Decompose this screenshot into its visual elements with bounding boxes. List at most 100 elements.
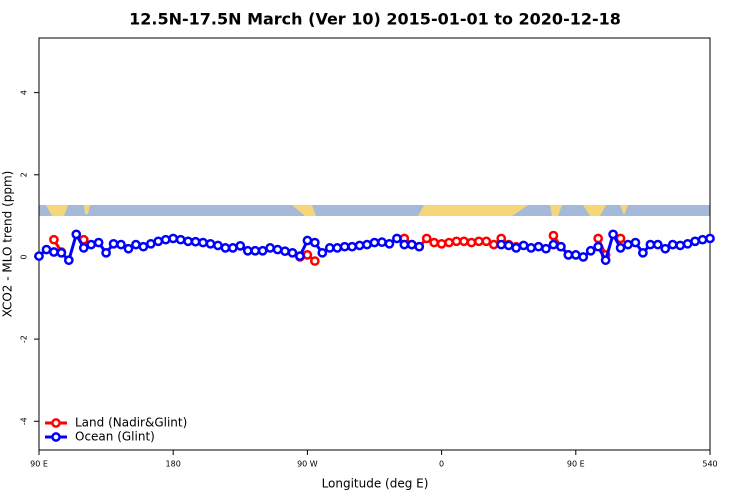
data-point <box>235 240 246 251</box>
data-point <box>630 237 641 248</box>
data-point <box>310 237 320 248</box>
data-point <box>660 243 671 254</box>
data-point <box>265 243 275 253</box>
data-point <box>697 234 708 245</box>
data-point <box>585 245 596 256</box>
legend-marker <box>51 432 61 442</box>
data-point <box>220 243 231 253</box>
data-point <box>56 247 67 258</box>
data-point <box>183 236 193 247</box>
data-point <box>175 234 186 245</box>
land-shapes <box>46 205 628 216</box>
data-point <box>384 238 395 249</box>
data-point <box>339 241 350 252</box>
data-point <box>198 237 208 248</box>
data-point <box>272 244 283 255</box>
data-point <box>399 239 410 250</box>
legend: Land (Nadir&Glint)Ocean (Glint) <box>45 416 187 444</box>
land-shape <box>620 205 628 215</box>
data-point <box>145 238 156 249</box>
data-point <box>675 240 686 251</box>
land-shape <box>46 205 68 216</box>
data-point <box>459 236 469 247</box>
data-point <box>93 237 104 248</box>
data-point <box>302 250 313 260</box>
data-point <box>570 250 581 260</box>
land-shape <box>550 205 562 216</box>
data-point <box>131 239 141 250</box>
data-point <box>526 243 536 253</box>
y-tick-label: -4 <box>20 417 29 425</box>
data-point <box>414 241 425 252</box>
data-point <box>242 245 253 256</box>
data-point <box>63 255 74 266</box>
data-point <box>511 243 522 253</box>
data-point <box>392 233 402 244</box>
data-point <box>347 241 357 252</box>
data-point <box>429 237 439 248</box>
data-point <box>317 247 328 258</box>
data-point <box>608 229 618 240</box>
x-tick-label: 90 E <box>567 460 585 469</box>
ocean-strip <box>39 205 710 216</box>
data-point <box>705 233 715 244</box>
data-point <box>34 251 44 261</box>
data-point <box>287 247 298 258</box>
data-point <box>593 233 604 244</box>
legend-label: Ocean (Glint) <box>75 430 155 444</box>
data-point <box>541 243 551 254</box>
data-point <box>645 239 656 250</box>
data-point <box>101 247 111 258</box>
data-point <box>518 240 529 251</box>
data-point <box>213 240 223 251</box>
data-point <box>690 236 700 247</box>
data-point <box>354 240 365 251</box>
data-point <box>377 237 387 248</box>
data-point <box>295 251 305 261</box>
data-point <box>310 256 320 266</box>
data-point <box>444 237 454 248</box>
data-point <box>160 234 171 245</box>
data-point <box>227 243 238 253</box>
data-point <box>205 238 216 249</box>
land-shape <box>583 205 606 216</box>
data-point <box>474 236 484 247</box>
data-point <box>593 241 604 252</box>
data-point <box>682 238 693 249</box>
data-point <box>533 241 544 252</box>
land-shape <box>418 205 528 216</box>
series <box>34 229 715 266</box>
data-point <box>548 239 559 250</box>
plot-frame <box>38 37 711 451</box>
data-point <box>332 243 343 253</box>
data-point <box>71 229 82 240</box>
data-point <box>466 237 477 248</box>
data-point <box>578 252 589 262</box>
data-point <box>257 245 268 256</box>
x-tick-label: 180 <box>166 460 181 469</box>
data-point <box>138 241 149 252</box>
data-point <box>190 236 201 247</box>
data-point <box>362 239 372 250</box>
data-point <box>481 236 492 247</box>
data-point <box>615 243 626 253</box>
data-point <box>652 239 663 250</box>
y-tick-label: 4 <box>20 90 29 95</box>
data-point <box>302 235 313 246</box>
data-point <box>78 243 89 253</box>
data-point <box>116 239 126 250</box>
data-point <box>49 234 59 245</box>
data-point <box>406 239 417 250</box>
y-axis-label: XCO2 - MLO trend (ppm) <box>1 171 15 318</box>
data-point <box>488 239 499 250</box>
data-point <box>556 241 566 252</box>
land-shape <box>292 205 316 216</box>
x-tick-label: 0 <box>439 460 444 469</box>
data-point <box>250 245 261 256</box>
data-point <box>638 247 648 258</box>
data-point <box>108 238 119 249</box>
data-point <box>168 233 179 244</box>
data-point <box>369 237 380 248</box>
